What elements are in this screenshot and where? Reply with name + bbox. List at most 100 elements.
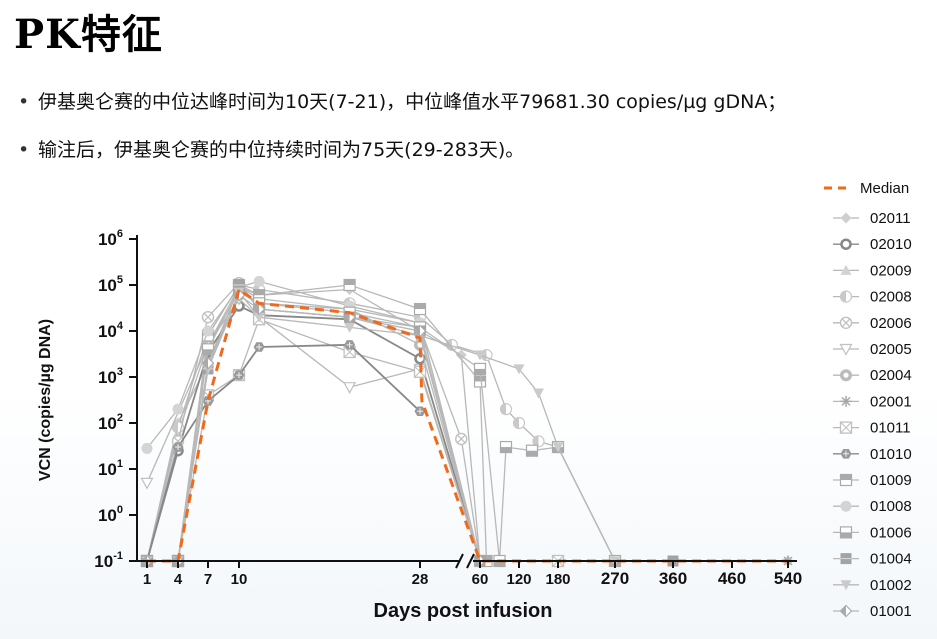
data-point-circle: [172, 403, 184, 415]
legend-item-01001: 01001: [833, 603, 912, 620]
legend-item-01004: 01004: [833, 551, 912, 568]
series-line: [147, 288, 616, 562]
series-line: [146, 286, 788, 562]
data-point-triangle-down: [343, 382, 357, 394]
data-point-square-bottom-fill: [202, 349, 214, 355]
data-point-square-bottom-fill: [840, 532, 852, 538]
bullet-dot-icon: •: [18, 139, 30, 161]
legend-label: Median: [860, 180, 909, 197]
y-tick-label: 10-1: [94, 550, 123, 571]
legend-item-02011: 02011: [833, 210, 911, 227]
data-point-triangle-down-filled: [253, 312, 265, 323]
data-point-square-top-fill: [840, 474, 852, 480]
series-02006: [140, 276, 487, 568]
legend-label: 01008: [870, 498, 912, 515]
data-point-triangle-down-filled: [840, 580, 852, 591]
series-layer: [140, 275, 794, 568]
data-point-square-top-fill: [474, 375, 486, 382]
series-01010: [141, 340, 426, 566]
data-point-diamond-half-fill: [202, 357, 208, 369]
legend-item-02001: 02001: [833, 393, 912, 410]
data-point-hexagon-cross: [843, 450, 849, 457]
series-01001: [140, 288, 487, 568]
x-tick-label: 460: [718, 569, 746, 588]
y-tick-base: 10: [98, 506, 117, 525]
data-point-bullseye-center: [843, 372, 849, 378]
legend-label: 02001: [870, 393, 912, 410]
data-point-half-circle-fill: [533, 435, 539, 447]
data-point-half-circle-fill: [840, 291, 846, 303]
legend-item-02010: 02010: [833, 236, 912, 253]
bullet-dot-icon: •: [18, 91, 30, 113]
data-point-bullseye-center: [417, 342, 423, 348]
data-point-square-x-cross: [840, 421, 852, 434]
legend-label: 01009: [870, 472, 912, 489]
x-tick-label: 60: [472, 571, 489, 588]
y-tick-exponent: 0: [117, 504, 123, 516]
legend-label: 01002: [870, 577, 912, 594]
data-point-square-bottom-fill: [526, 450, 538, 457]
x-tick-label: 120: [506, 571, 531, 588]
y-tick-base: 10: [98, 322, 117, 341]
data-point-circle-x-cross: [842, 318, 850, 327]
data-point-circle-x-cross: [204, 313, 212, 322]
y-tick-base: 10: [98, 368, 117, 387]
y-tick-label: 104: [98, 320, 124, 341]
legend-label: 02004: [870, 367, 912, 384]
data-point-square-top-fill: [344, 279, 356, 285]
data-point-triangle-down-filled: [344, 322, 356, 333]
legend-label: 02006: [870, 315, 912, 332]
data-point-hexagon-cross: [236, 372, 242, 379]
y-tick-label: 106: [98, 228, 123, 249]
data-point-circle: [253, 275, 265, 287]
legend-item-01008: 01008: [833, 498, 912, 515]
y-tick-exponent: 1: [117, 458, 123, 470]
bullet-item: • 伊基奥仑赛的中位达峰时间为10天(7-21)，中位峰值水平79681.30 c…: [18, 78, 786, 126]
legend-item-01011: 01011: [833, 420, 911, 437]
x-tick-label: 540: [774, 569, 802, 588]
series-line: [147, 290, 616, 562]
axis-break-icon: [455, 553, 475, 569]
data-point-triangle-down: [839, 343, 853, 356]
data-point-circle: [840, 500, 852, 512]
legend-label: 02009: [870, 262, 912, 279]
data-point-triangle-down: [140, 477, 154, 490]
legend-item-02009: 02009: [833, 262, 912, 279]
series-line: [146, 280, 481, 562]
data-point-square-top-fill: [481, 555, 492, 561]
data-point-half-circle-fill: [172, 421, 178, 433]
series-01008: [141, 275, 486, 567]
legend-item-01010: 01010: [833, 446, 912, 463]
data-point-square-bottom-fill: [500, 447, 512, 453]
data-point-star: [840, 395, 852, 407]
legend-label: 01010: [870, 446, 912, 463]
x-tick-label: 10: [231, 571, 248, 588]
y-tick-exponent: 5: [117, 274, 123, 286]
data-point-circle: [141, 442, 153, 454]
vcn-line-chart: Median 02011 02010 02009 02008 02006 02005 0200…: [37, 180, 912, 622]
legend-label: 01006: [870, 524, 912, 541]
data-point-diamond-half-fill: [253, 303, 260, 315]
x-tick-label: 1: [143, 571, 151, 588]
bullet-text: 伊基奥仑赛的中位达峰时间为10天(7-21)，中位峰值水平79681.30 co…: [38, 91, 787, 113]
x-tick-label: 4: [174, 571, 183, 588]
series-line: [146, 304, 481, 562]
data-point-triangle: [840, 264, 852, 275]
y-tick-label: 102: [98, 412, 123, 433]
legend-item-median: Median: [824, 180, 909, 197]
series-line: [146, 343, 421, 562]
data-point-half-circle-fill: [500, 403, 506, 415]
y-axis-label: VCN (copies/µg DNA): [37, 319, 54, 481]
y-tick-base: 10: [98, 276, 117, 295]
data-point-square-bottom-fill: [494, 561, 505, 567]
data-point-hexagon-cross: [417, 408, 423, 415]
data-point-diamond: [840, 212, 852, 224]
y-tick-label: 101: [98, 458, 123, 479]
data-point-square-bottom-fill: [474, 368, 486, 375]
y-tick-exponent: 6: [117, 228, 123, 240]
bullet-list: • 伊基奥仑赛的中位达峰时间为10天(7-21)，中位峰值水平79681.30 c…: [18, 78, 786, 174]
legend-item-01009: 01009: [833, 472, 912, 489]
legend-label: 02010: [870, 236, 912, 253]
data-point-hexagon-cross: [256, 343, 263, 350]
